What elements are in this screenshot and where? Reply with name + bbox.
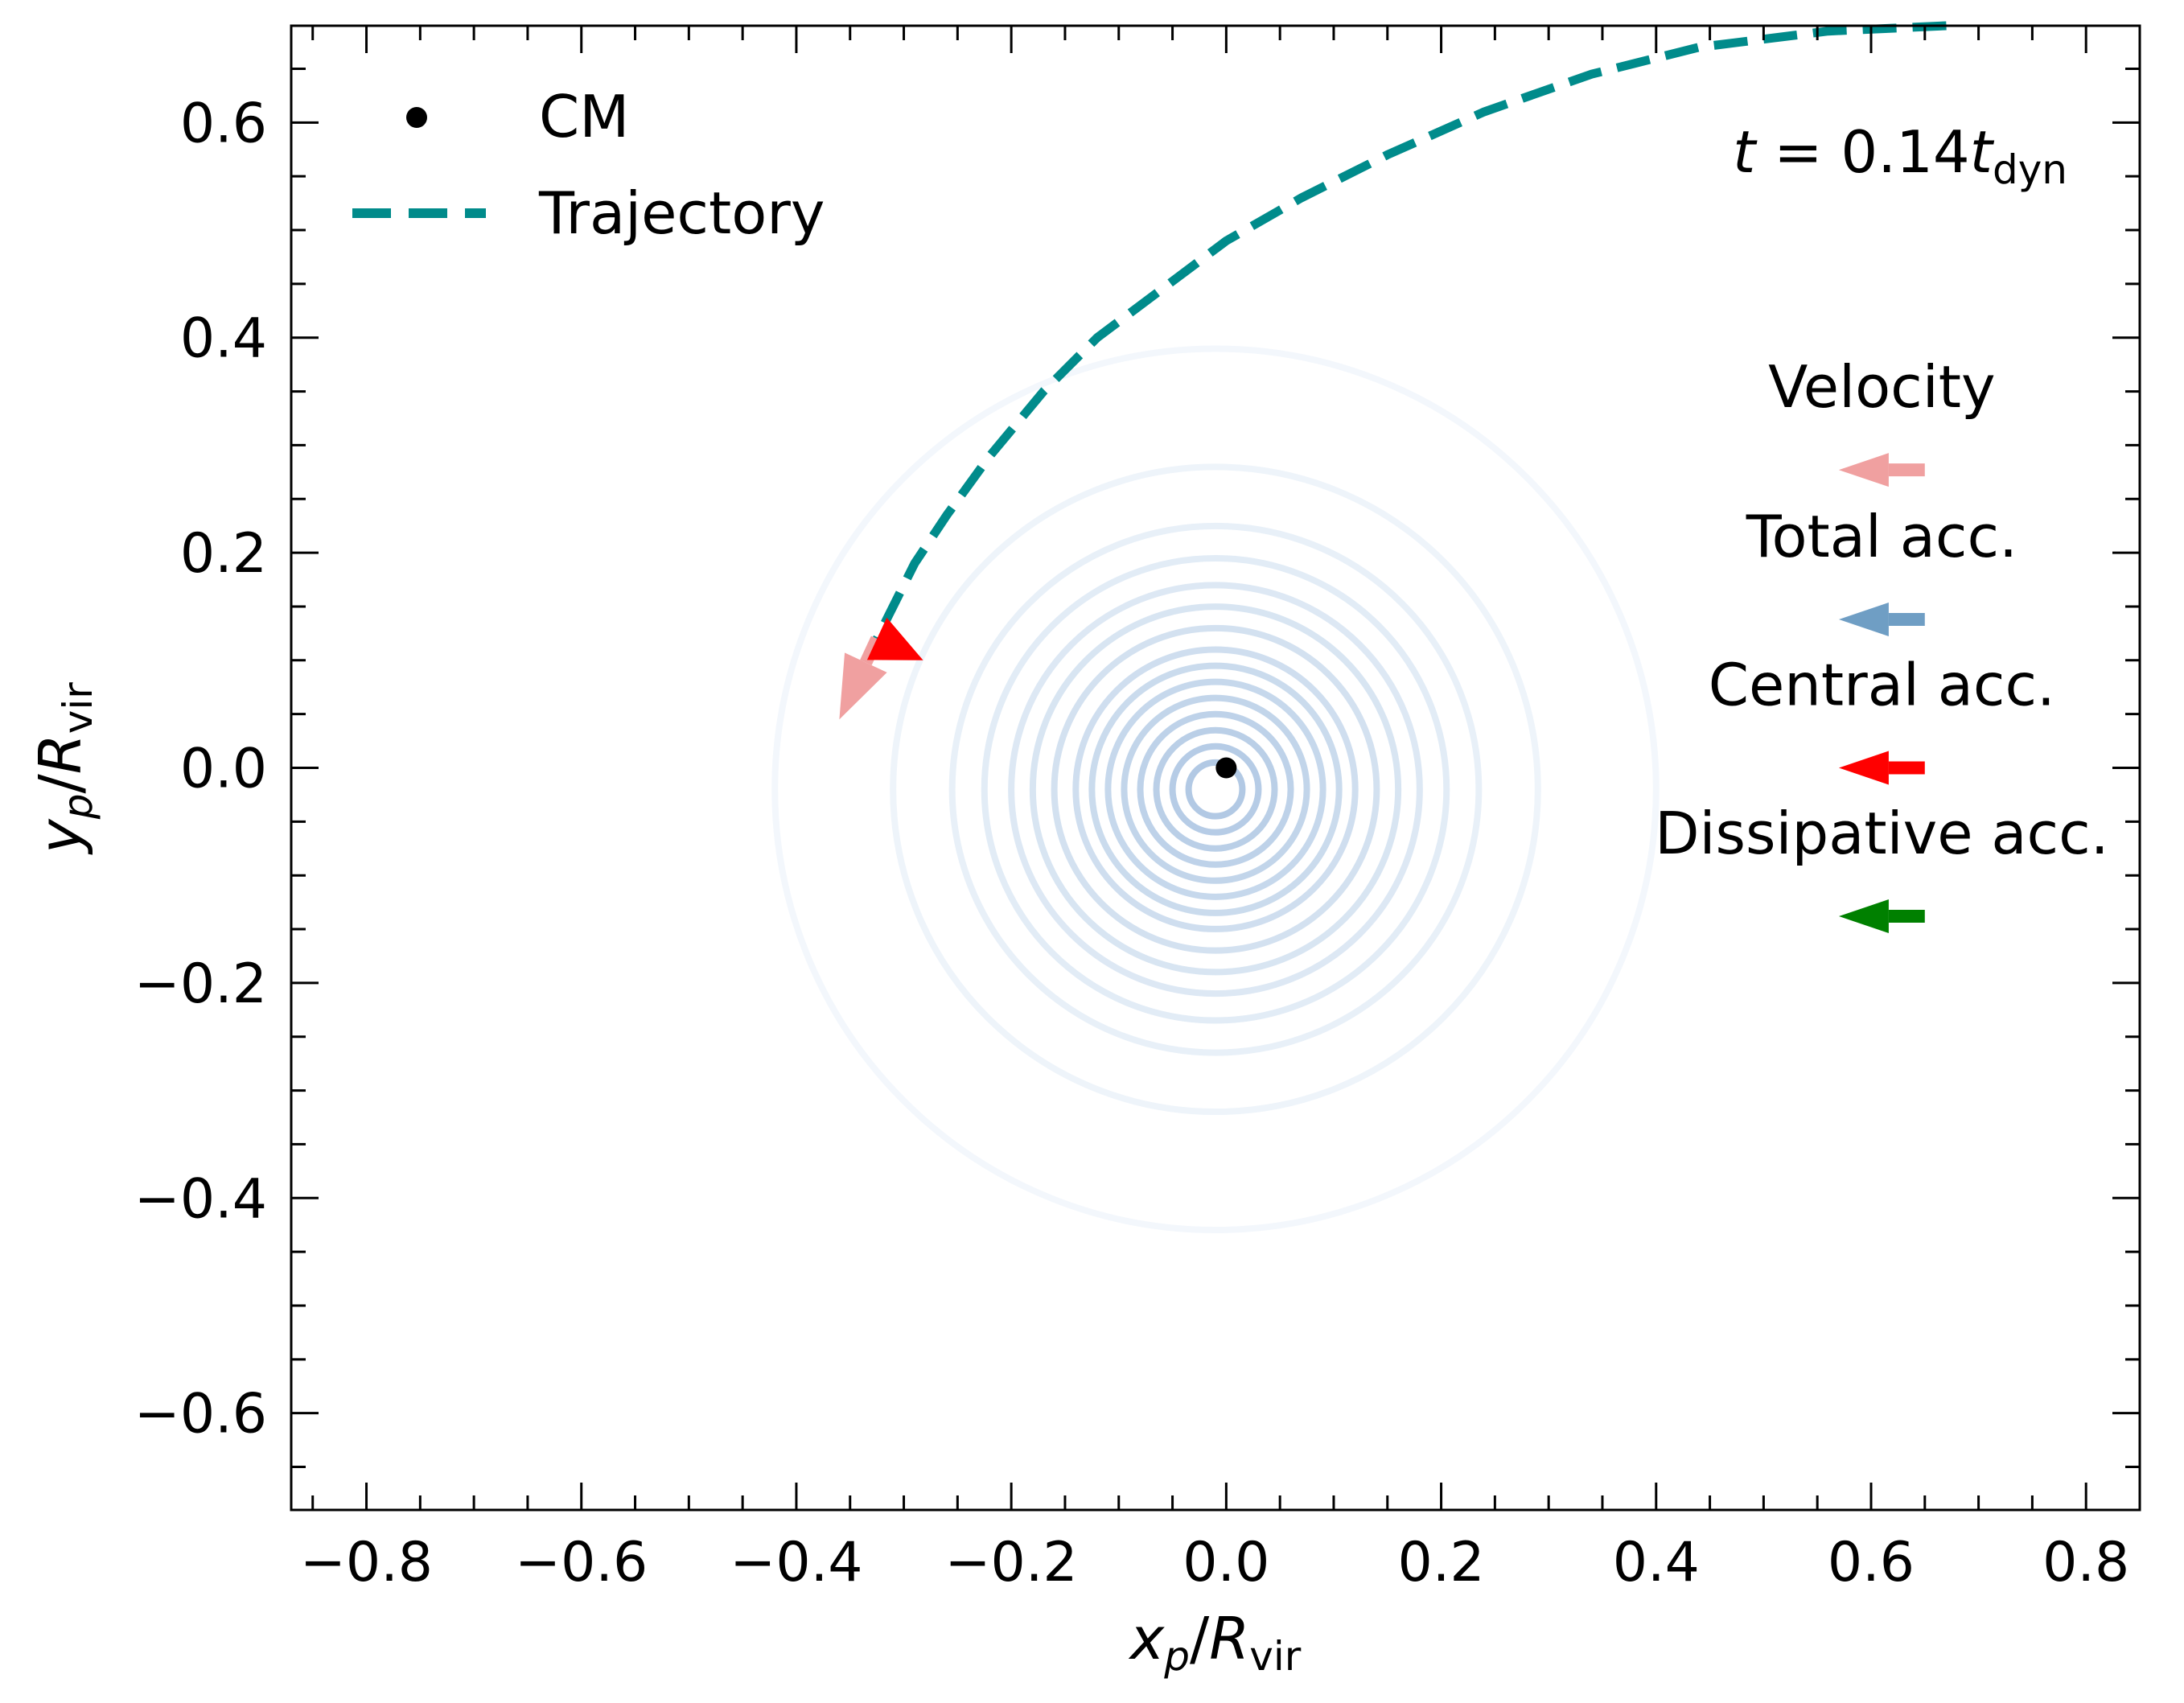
key-label: Velocity xyxy=(1768,353,1995,421)
trajectory-path xyxy=(873,21,1947,641)
contour-ring xyxy=(1185,759,1246,820)
time-label: t = 0.14tdyn xyxy=(1733,118,2067,193)
key-label: Dissipative acc. xyxy=(1655,800,2109,867)
legend-trajectory-label: Trajectory xyxy=(538,179,825,247)
key-arrow-3-head xyxy=(1838,899,1889,933)
contour-ring xyxy=(1072,646,1359,932)
key-arrow-0 xyxy=(1838,453,1925,487)
x-axis-denom: R xyxy=(1209,1605,1249,1672)
key-arrow-2 xyxy=(1838,751,1925,785)
vector-central-acc xyxy=(866,617,923,660)
cm-point xyxy=(1215,757,1237,779)
legend-cm-marker xyxy=(406,107,427,128)
x-tick-label: 0.0 xyxy=(1182,1531,1269,1594)
legend-cm-label: CM xyxy=(539,83,629,150)
contour-ring xyxy=(1137,710,1294,868)
x-axis-slash: / xyxy=(1190,1605,1210,1672)
x-tick-label: 0.2 xyxy=(1397,1531,1484,1594)
contour-ring xyxy=(1029,603,1402,976)
contour-ring xyxy=(1104,678,1326,900)
contour-ring xyxy=(1051,624,1380,954)
contour-ring xyxy=(771,345,1660,1234)
key-arrow-3 xyxy=(1838,899,1925,933)
axis-ticks xyxy=(291,26,2141,1510)
y-tick-label: −0.2 xyxy=(134,952,267,1016)
x-tick-label: 0.6 xyxy=(1828,1531,1915,1594)
key-arrow-3-shaft xyxy=(1888,910,1925,923)
key-label: Total acc. xyxy=(1746,503,2017,570)
key-arrow-1-head xyxy=(1838,603,1889,636)
time-label-sub: dyn xyxy=(1993,146,2067,193)
key-arrow-2-shaft xyxy=(1888,761,1925,775)
x-axis-var-sub: p xyxy=(1163,1633,1190,1680)
x-tick-labels: −0.8 −0.6 −0.4 −0.2 0.0 0.2 0.4 0.6 0.8 xyxy=(300,1531,2129,1594)
contour-ring xyxy=(1153,726,1278,852)
key-arrow-1 xyxy=(1838,603,1925,636)
contour-ring xyxy=(1088,662,1343,916)
y-tick-label: 0.2 xyxy=(180,522,267,586)
x-tick-label: −0.4 xyxy=(730,1531,862,1594)
y-axis-var-sub: p xyxy=(55,793,101,820)
contour-ring xyxy=(981,554,1450,1024)
contour-ring xyxy=(1169,742,1262,836)
contour-ring xyxy=(1121,694,1310,884)
y-tick-label: 0.6 xyxy=(180,92,267,155)
time-label-var: t xyxy=(1970,118,1995,186)
key-arrow-0-head xyxy=(1838,453,1889,487)
y-tick-labels: −0.6 −0.4 −0.2 0.0 0.2 0.4 0.6 xyxy=(134,92,267,1446)
y-tick-label: 0.0 xyxy=(180,738,267,801)
cm-marker xyxy=(1215,757,1237,779)
density-contours xyxy=(771,345,1660,1234)
legend: CM Trajectory xyxy=(352,83,825,247)
y-tick-label: −0.6 xyxy=(134,1383,267,1446)
vector-key: Velocity Total acc. Central acc. Dissipativ… xyxy=(1655,353,2109,933)
x-tick-label: −0.6 xyxy=(515,1531,648,1594)
x-tick-label: −0.8 xyxy=(300,1531,433,1594)
y-axis-denom: R xyxy=(27,734,94,774)
contour-ring xyxy=(890,463,1541,1116)
x-tick-label: 0.8 xyxy=(2042,1531,2129,1594)
y-tick-label: −0.4 xyxy=(134,1167,267,1231)
trajectory-curve xyxy=(873,21,1947,641)
contour-ring xyxy=(948,522,1483,1056)
x-axis-label: xp/Rvir xyxy=(1129,1605,1302,1680)
y-axis-denom-sub: vir xyxy=(55,682,101,734)
y-tick-label: 0.4 xyxy=(180,307,267,371)
x-tick-label: 0.4 xyxy=(1613,1531,1700,1594)
x-axis-var: x xyxy=(1129,1605,1166,1672)
y-axis-var: y xyxy=(27,818,94,855)
key-arrow-1-shaft xyxy=(1888,613,1925,626)
key-label: Central acc. xyxy=(1709,652,2055,719)
x-axis-denom-sub: vir xyxy=(1249,1633,1301,1680)
particle-vectors xyxy=(839,617,923,720)
vector-central-acc-head xyxy=(866,617,923,660)
contour-ring xyxy=(1008,582,1423,998)
key-arrow-0-shaft xyxy=(1888,463,1925,477)
vector-velocity-head xyxy=(839,652,887,720)
time-label-value: = 0.14 xyxy=(1755,118,1969,186)
y-axis-label: yp/Rvir xyxy=(27,682,101,855)
y-axis-slash: / xyxy=(27,773,94,793)
key-arrow-2-head xyxy=(1838,751,1889,785)
time-label-lhs: t xyxy=(1733,118,1758,186)
x-tick-label: −0.2 xyxy=(945,1531,1078,1594)
